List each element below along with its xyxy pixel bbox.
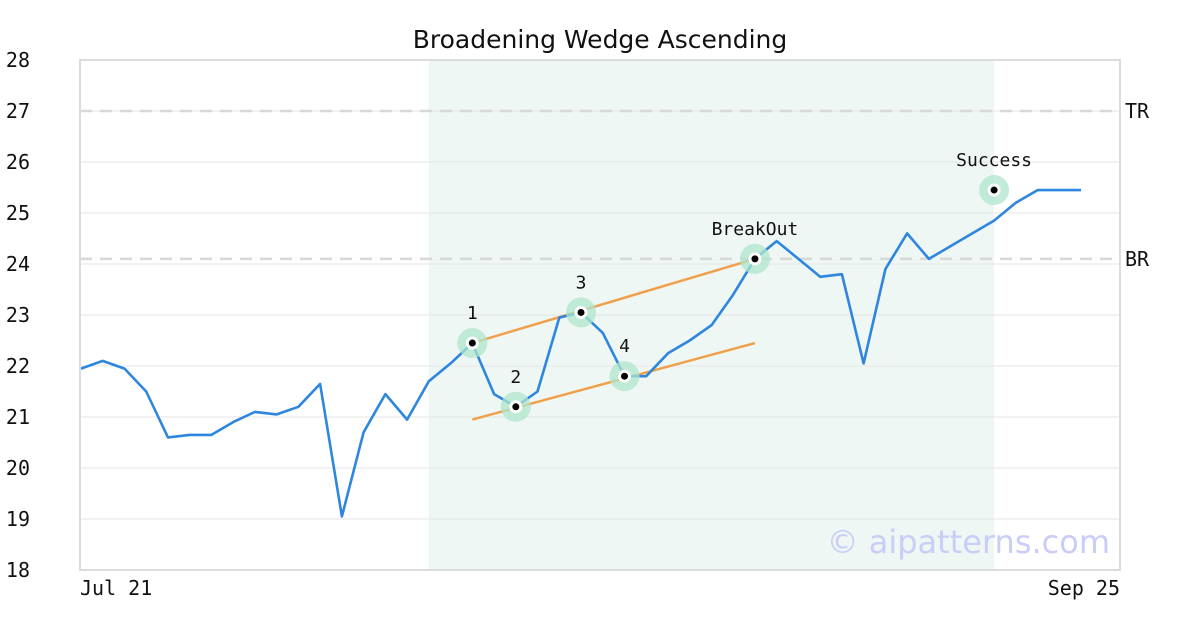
y-tick-label: 28 bbox=[6, 48, 30, 72]
key-point-label-breakout: BreakOut bbox=[712, 219, 799, 240]
trend-line-1 bbox=[471, 257, 756, 345]
y-tick-label: 23 bbox=[6, 303, 30, 327]
reference-label-tr: TR bbox=[1125, 99, 1150, 123]
key-point-success bbox=[990, 186, 998, 194]
key-point-1 bbox=[468, 339, 476, 347]
key-point-label-1: 1 bbox=[467, 303, 478, 324]
y-axis-ticks: 18 19 20 21 22 23 24 25 26 27 28 bbox=[6, 48, 30, 582]
y-tick-label: 21 bbox=[6, 405, 30, 429]
y-tick-label: 20 bbox=[6, 456, 30, 480]
y-tick-label: 19 bbox=[6, 507, 30, 531]
key-point-label-4: 4 bbox=[619, 336, 630, 357]
reference-lines: TR BR bbox=[80, 99, 1150, 271]
y-tick-label: 26 bbox=[6, 150, 30, 174]
plot-frame bbox=[79, 59, 1121, 571]
watermark: © aipatterns.com bbox=[827, 523, 1110, 561]
key-point-label-success: Success bbox=[956, 150, 1032, 171]
x-tick-start: Jul 21 bbox=[80, 576, 152, 600]
y-tick-label: 18 bbox=[6, 558, 30, 582]
key-point-label-2: 2 bbox=[510, 367, 521, 388]
key-point-3 bbox=[577, 308, 585, 316]
key-point-label-3: 3 bbox=[576, 272, 587, 293]
y-tick-label: 27 bbox=[6, 99, 30, 123]
x-tick-end: Sep 25 bbox=[1048, 576, 1120, 600]
y-tick-label: 24 bbox=[6, 252, 30, 276]
key-point-2 bbox=[512, 403, 520, 411]
y-tick-label: 22 bbox=[6, 354, 30, 378]
key-point-breakout bbox=[751, 255, 759, 263]
reference-label-br: BR bbox=[1125, 247, 1150, 271]
key-points: 1 2 3 4 BreakOut Success bbox=[457, 150, 1032, 422]
grid-lines bbox=[80, 110, 1120, 520]
chart-title: Broadening Wedge Ascending bbox=[413, 25, 788, 54]
y-tick-label: 25 bbox=[6, 201, 30, 225]
key-point-4 bbox=[621, 372, 628, 380]
